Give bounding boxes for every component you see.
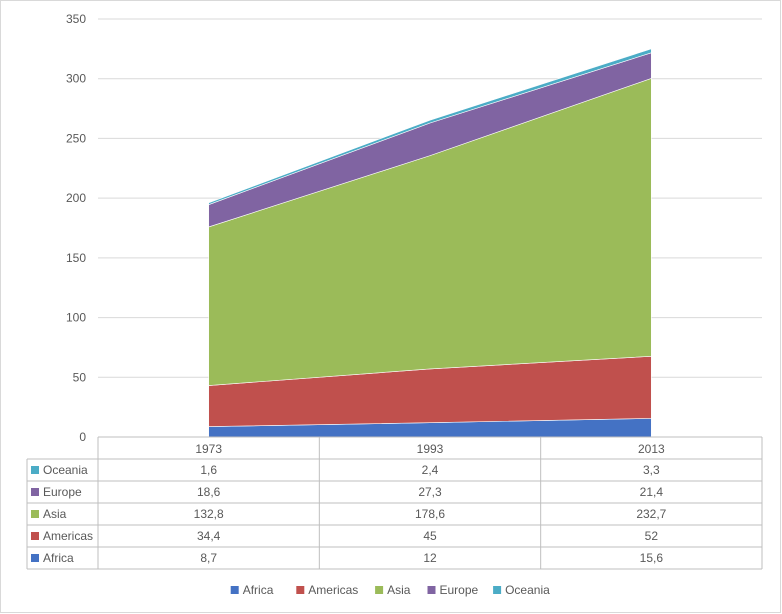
area-oceania — [208, 48, 652, 206]
table-legend-key-europe — [31, 488, 39, 496]
y-tick-label: 350 — [66, 12, 86, 26]
table-cell-americas-1973: 34,4 — [197, 529, 221, 543]
table-legend-key-asia — [31, 510, 39, 518]
table-cell-europe-1973: 18,6 — [197, 485, 221, 499]
table-row-name-americas: Americas — [43, 529, 93, 543]
legend-key-oceania — [493, 586, 502, 594]
legend-label-americas: Americas — [308, 583, 358, 597]
table-row-name-africa: Africa — [43, 551, 74, 565]
table-cell-africa-2013: 15,6 — [640, 551, 664, 565]
table-cell-americas-2013: 52 — [645, 529, 659, 543]
table-cell-europe-2013: 21,4 — [640, 485, 664, 499]
table-cell-asia-1973: 132,8 — [194, 507, 224, 521]
legend-key-africa — [230, 586, 239, 594]
y-tick-label: 300 — [66, 72, 86, 86]
table-legend-key-oceania — [31, 466, 39, 474]
table-cell-oceania-1973: 1,6 — [200, 463, 217, 477]
legend-key-europe — [427, 586, 436, 594]
table-header-1993: 1993 — [417, 442, 444, 456]
y-tick-label: 0 — [79, 430, 86, 444]
legend-label-europe: Europe — [440, 583, 479, 597]
table-row-name-europe: Europe — [43, 485, 82, 499]
table-cell-oceania-2013: 3,3 — [643, 463, 660, 477]
legend-label-africa: Africa — [243, 583, 274, 597]
table-cell-americas-1993: 45 — [423, 529, 437, 543]
legend-key-asia — [375, 586, 384, 594]
table-legend-key-americas — [31, 532, 39, 540]
plot-areas — [208, 48, 652, 438]
y-tick-label: 100 — [66, 311, 86, 325]
table-cell-oceania-1993: 2,4 — [422, 463, 439, 477]
legend-label-oceania: Oceania — [505, 583, 550, 597]
y-axis: 0 50 100 150 200 250 300 350 — [66, 12, 86, 444]
table-row-name-asia: Asia — [43, 507, 67, 521]
y-tick-label: 250 — [66, 131, 86, 145]
y-tick-label: 150 — [66, 251, 86, 265]
table-header-1973: 1973 — [195, 442, 222, 456]
table-cell-asia-2013: 232,7 — [636, 507, 666, 521]
table-row-name-oceania: Oceania — [43, 463, 88, 477]
table-cell-europe-1993: 27,3 — [418, 485, 442, 499]
y-tick-label: 200 — [66, 191, 86, 205]
legend: Africa Americas Asia Europe Oceania — [230, 583, 550, 597]
legend-key-americas — [296, 586, 305, 594]
table-cell-africa-1973: 8,7 — [200, 551, 217, 565]
table-cell-africa-1993: 12 — [423, 551, 437, 565]
table-cell-asia-1993: 178,6 — [415, 507, 445, 521]
y-tick-label: 50 — [73, 370, 87, 384]
legend-label-asia: Asia — [387, 583, 411, 597]
table-legend-key-africa — [31, 554, 39, 562]
table-header-2013: 2013 — [638, 442, 665, 456]
data-table: 1973 1993 2013 Oceania 1,6 2,4 3,3 Europe 18,6 27… — [26, 436, 763, 570]
